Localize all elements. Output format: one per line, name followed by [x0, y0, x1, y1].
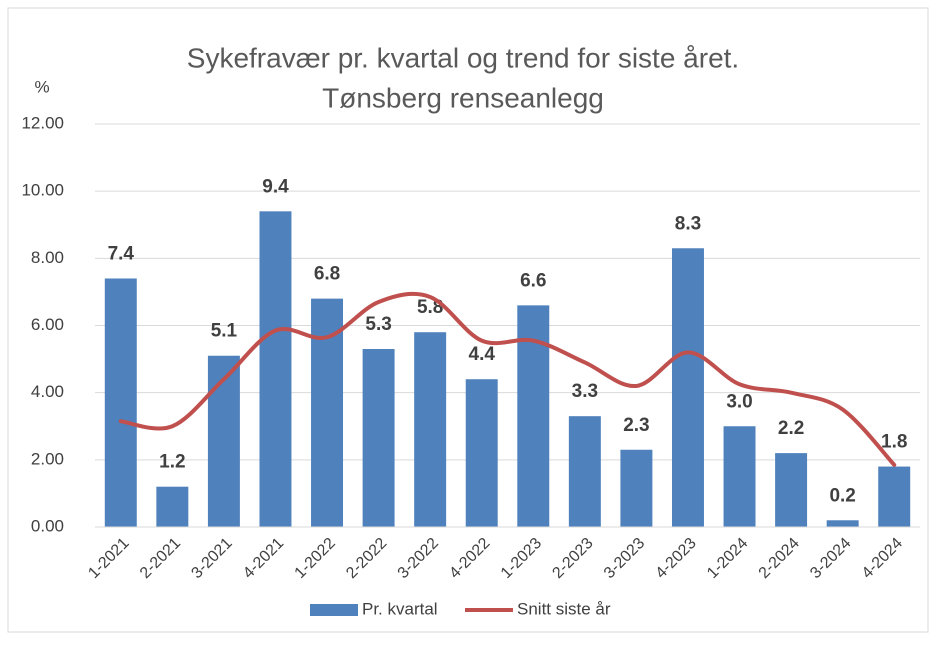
chart-title: Sykefravær pr. kvartal og trend for sist…	[187, 42, 739, 73]
bar	[465, 379, 498, 527]
y-tick-label: 12.00	[21, 113, 64, 132]
data-label: 6.6	[520, 270, 546, 291]
y-tick-label: 8.00	[31, 248, 64, 267]
bar	[878, 466, 911, 527]
y-tick-label: 10.00	[21, 181, 64, 200]
bar	[568, 416, 601, 527]
legend-swatch	[310, 604, 358, 616]
chart-frame	[7, 7, 929, 633]
legend-label: Snitt siste år	[517, 599, 611, 618]
bar	[104, 278, 137, 527]
data-label: 1.8	[881, 432, 907, 453]
bar	[362, 349, 395, 527]
y-axis-label: %	[34, 77, 49, 96]
trend-line	[118, 291, 897, 467]
chart-title: Tønsberg renseanlegg	[322, 82, 604, 113]
data-label: 6.8	[314, 264, 340, 285]
data-label: 9.4	[262, 176, 289, 197]
y-tick-label: 0.00	[31, 516, 64, 535]
data-label: 5.3	[365, 314, 391, 335]
bar	[259, 211, 292, 528]
y-tick-label: 6.00	[31, 315, 64, 334]
data-label: 3.3	[572, 381, 598, 402]
data-label: 7.4	[108, 243, 135, 264]
data-label: 4.4	[469, 344, 496, 365]
data-label: 0.2	[829, 485, 855, 506]
data-label: 2.2	[778, 418, 804, 439]
data-label: 3.0	[726, 391, 752, 412]
bar	[723, 426, 756, 527]
bar	[207, 355, 240, 527]
bar	[775, 453, 808, 527]
data-label: 5.1	[211, 321, 238, 342]
bar	[414, 332, 447, 527]
data-label: 1.2	[159, 452, 185, 473]
y-tick-label: 2.00	[31, 449, 64, 468]
y-tick-label: 4.00	[31, 382, 64, 401]
bar	[620, 449, 653, 527]
legend-label: Pr. kvartal	[362, 599, 438, 618]
data-label: 2.3	[623, 415, 649, 436]
bar	[826, 520, 859, 527]
data-label: 8.3	[675, 213, 701, 234]
bar	[671, 248, 704, 527]
bar	[156, 486, 189, 527]
